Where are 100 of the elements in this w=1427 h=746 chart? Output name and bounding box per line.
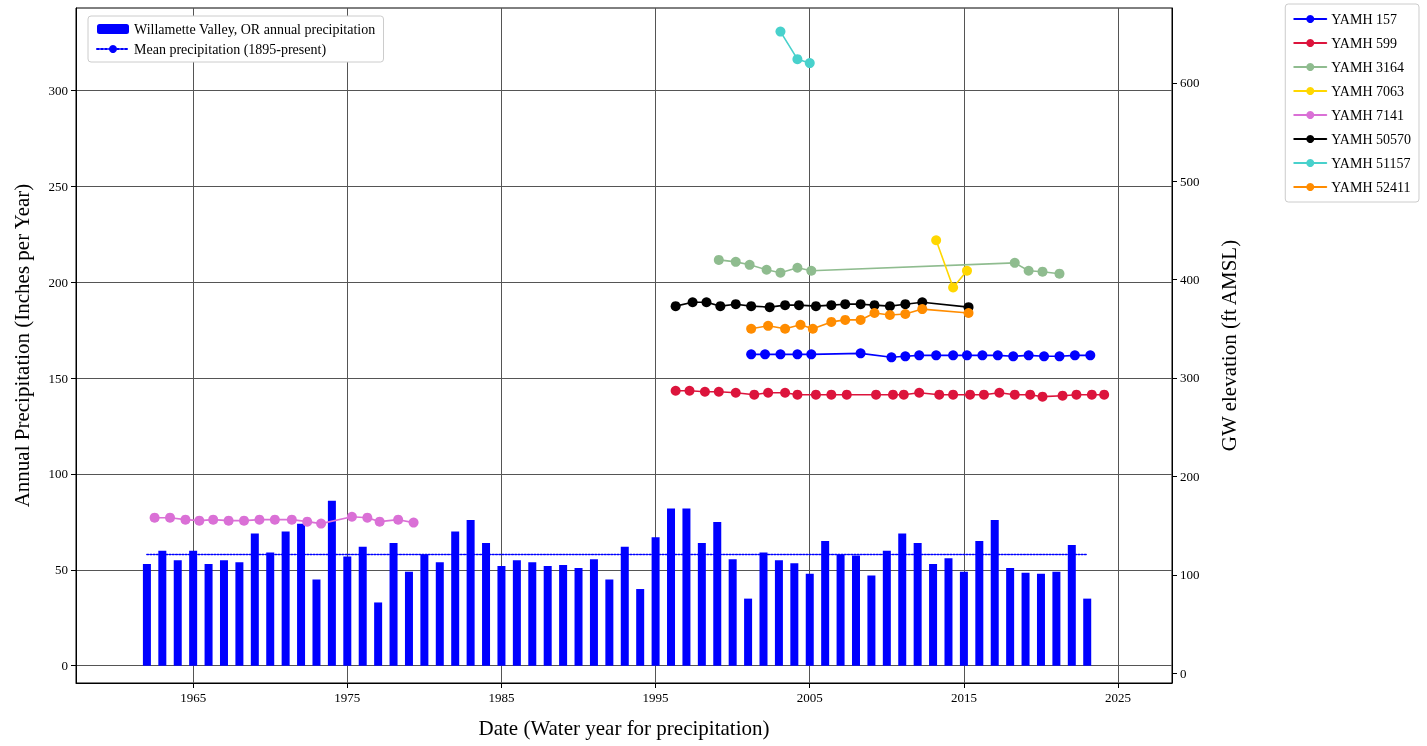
point [701,297,712,308]
point [826,316,837,327]
point [840,299,851,310]
bar [559,565,568,666]
point [1054,268,1065,279]
point [239,515,250,526]
point [764,302,775,313]
point [775,349,786,360]
point [761,264,772,275]
point [900,309,911,320]
point [730,299,741,310]
legend-label: YAMH 3164 [1331,59,1405,75]
bar [636,589,645,666]
x-tick-label: 2005 [796,690,823,705]
bar [959,571,968,666]
point [855,348,866,359]
point [914,387,925,398]
bar [404,571,413,666]
point [408,517,419,528]
point [780,300,791,311]
point [687,297,698,308]
point [208,514,219,525]
point [792,389,803,400]
bar [728,559,737,666]
point [254,514,265,525]
bar [1083,598,1092,666]
point [810,389,821,400]
point [948,389,959,400]
x-tick-label: 1965 [180,690,207,705]
point [763,387,774,398]
y-tick-label: 100 [48,466,68,482]
point [806,265,817,276]
legend-label: YAMH 50570 [1331,131,1412,147]
point [699,386,710,397]
bar [142,564,151,666]
y-tick-label: 0 [61,658,68,674]
point [855,299,866,310]
point [931,235,942,246]
bar [512,560,521,666]
point [884,310,895,320]
point [948,350,959,361]
bar [929,564,938,666]
point [961,265,972,276]
point [1037,391,1048,402]
point [1037,266,1048,277]
point [1086,389,1097,400]
bar [1052,571,1061,666]
point [775,26,786,37]
legend-label: Willamette Valley, OR annual precipitation [134,21,376,37]
x-tick-label: 1985 [488,690,515,705]
bar [528,562,537,666]
bar [944,558,953,666]
point [730,387,741,398]
legend-label: YAMH 51157 [1331,155,1411,171]
y-tick-label: 300 [48,82,68,98]
point [194,515,205,526]
point [807,323,818,334]
y-tick-label: 150 [48,370,68,386]
point [1085,350,1096,361]
x-tick-label: 1975 [334,690,361,705]
bar [312,579,321,666]
point [840,314,851,325]
y2-tick-label: 100 [1180,567,1200,583]
point [149,512,160,523]
bar [774,560,783,666]
bar [543,566,552,666]
y2-tick-label: 0 [1180,665,1187,681]
x-tick-label: 2025 [1105,690,1132,705]
bar [204,564,213,666]
point [792,54,803,65]
point [286,514,297,525]
point [900,351,911,362]
point [746,301,757,312]
y-tick-label: 50 [55,562,68,578]
bar [1006,567,1015,666]
bar [744,598,753,666]
point [1054,351,1065,362]
bar [867,575,876,666]
point [746,349,757,360]
point [888,389,898,400]
bar [374,602,383,666]
legend-label: YAMH 7141 [1331,107,1405,123]
y-tick-label: 200 [48,274,68,290]
point [884,301,895,312]
y2-tick-label: 200 [1180,468,1200,484]
point [914,350,925,361]
y-tick-label: 250 [48,178,68,194]
point [715,301,726,312]
legend-label: YAMH 52411 [1331,179,1411,195]
bar [1036,573,1045,666]
point [316,518,327,529]
point [760,349,771,360]
point [917,304,928,315]
point [1069,350,1080,361]
point [1023,265,1034,276]
bar [435,562,444,666]
point [775,267,786,278]
x-axis-title: Date (Water year for precipitation) [478,715,770,740]
point [826,389,837,400]
point [362,512,373,523]
